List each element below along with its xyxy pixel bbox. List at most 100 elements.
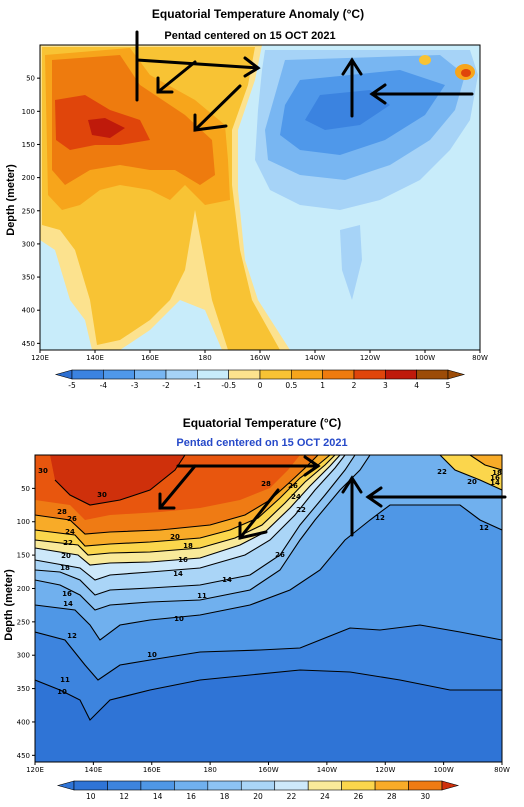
colorbar-a-label: -5 xyxy=(68,381,76,390)
colorbar-b-swatch xyxy=(274,780,309,791)
colorbar-b-label: 12 xyxy=(119,792,129,801)
x-tick-label: 180 xyxy=(203,766,216,774)
y-tick-label: 150 xyxy=(22,141,35,149)
arrow-b-sw xyxy=(158,464,197,510)
colorbar-b-swatch xyxy=(240,780,276,791)
colorbar-b-swatch xyxy=(307,780,342,791)
y-tick-label: 100 xyxy=(22,108,35,116)
colorbar-b-label: 20 xyxy=(253,792,263,801)
colorbar-a-label: 3 xyxy=(383,381,388,390)
temp-band-30 xyxy=(50,455,185,505)
x-tick-label: 160E xyxy=(143,766,161,774)
chart-b-arrows xyxy=(158,455,507,540)
arrow-a-east xyxy=(135,58,260,70)
chart-b-title: Equatorial Temperature (°C) xyxy=(183,416,342,430)
contour-label: 14 xyxy=(63,600,73,608)
chart-a-ylabel: Depth (meter) xyxy=(5,164,17,236)
contour-label: 20 xyxy=(61,552,71,560)
chart-a-title: Equatorial Temperature Anomaly (°C) xyxy=(152,7,364,21)
contour-10 xyxy=(35,669,502,721)
chart-b-y-axis: 50 100 150 200 250 300 350 400 450 xyxy=(17,485,35,760)
colorbar-a-label: -1 xyxy=(194,381,202,390)
arrow-b-sw2 xyxy=(238,488,280,540)
contour-16 xyxy=(35,455,371,611)
contour-14 xyxy=(35,504,502,641)
contour-label: 22 xyxy=(296,506,306,514)
contour-label: 30 xyxy=(38,467,48,475)
anom-region-east-spot xyxy=(419,55,431,65)
contour-label: 16 xyxy=(490,474,500,482)
chart-a-subtitle: Pentad centered on 15 OCT 2021 xyxy=(164,30,335,42)
colorbar-b-label: 30 xyxy=(420,792,430,801)
colorbar-b-swatch xyxy=(207,780,242,791)
colorbar-a-swatch xyxy=(291,369,323,380)
colorbar-b-swatch xyxy=(408,780,443,791)
y-tick-label: 100 xyxy=(17,518,30,526)
contour-east-22 xyxy=(469,455,502,471)
x-tick-label: 160W xyxy=(258,766,278,774)
chart-a-y-axis: 50 100 150 200 250 300 350 400 450 xyxy=(22,75,40,348)
arrow-b-up-head xyxy=(341,475,363,494)
colorbar-a-swatch xyxy=(416,369,449,380)
x-tick-label: 120E xyxy=(26,766,44,774)
colorbar-b-label: 26 xyxy=(354,792,364,801)
y-tick-label: 250 xyxy=(22,207,35,215)
y-tick-label: 200 xyxy=(22,174,35,182)
contour-12 xyxy=(35,624,502,681)
y-tick-label: 300 xyxy=(17,652,30,660)
colorbar-a-label: 2 xyxy=(352,381,357,390)
contour-label: 14 xyxy=(222,576,232,584)
chart-b-x-axis: 120E 140E 160E 180 160W 140W 120W 100W 80W xyxy=(26,762,510,774)
colorbar-a-label: 0.5 xyxy=(285,381,297,390)
x-tick-label: 180 xyxy=(198,354,211,362)
colorbar-a-label: -4 xyxy=(100,381,108,390)
arrow-b-east-head xyxy=(303,455,321,477)
colorbar-b-label: 22 xyxy=(287,792,297,801)
chart-b-contours xyxy=(35,455,502,721)
x-tick-label: 140E xyxy=(86,354,104,362)
colorbar-b-swatch xyxy=(374,780,409,791)
contour-label: 24 xyxy=(65,528,75,536)
arrow-a-sw2-head xyxy=(193,113,228,132)
x-tick-label: 120W xyxy=(375,766,395,774)
contour-20 xyxy=(35,455,346,581)
y-tick-label: 400 xyxy=(17,718,30,726)
x-tick-label: 160W xyxy=(250,354,270,362)
contour-label: 12 xyxy=(479,524,489,532)
colorbar-b-label: 28 xyxy=(387,792,397,801)
y-tick-label: 400 xyxy=(22,307,35,315)
colorbar-a-swatch xyxy=(197,369,229,380)
contour-label: 18 xyxy=(492,469,502,477)
colorbar-b-swatch xyxy=(140,780,175,791)
contour-label: 22 xyxy=(437,468,447,476)
contour-east-20 xyxy=(439,455,502,491)
colorbar-b-label: 18 xyxy=(220,792,230,801)
contour-label: 11 xyxy=(60,676,70,684)
contour-24 xyxy=(35,455,336,556)
temp-band-east-warmer xyxy=(470,455,502,470)
contour-label: 26 xyxy=(67,515,77,523)
contour-label: 12 xyxy=(67,632,77,640)
contour-label: 20 xyxy=(467,478,477,486)
x-tick-label: 120W xyxy=(360,354,380,362)
y-tick-label: 450 xyxy=(22,340,35,348)
contour-label: 10 xyxy=(147,651,157,659)
contour-label: 12 xyxy=(375,514,385,522)
chart-a-colorbar: -5 -4 -3 -2 -1 -0.5 0 0.5 1 2 3 4 5 xyxy=(54,369,466,390)
arrow-a-east-head xyxy=(243,56,261,78)
arrow-a-sw xyxy=(156,60,197,94)
colorbar-a-label: -0.5 xyxy=(221,381,236,390)
arrow-b-sw2-head xyxy=(238,521,268,540)
contour-label: 11 xyxy=(197,592,207,600)
arrow-b-sw-head xyxy=(158,492,176,510)
anom-region-east-hot xyxy=(461,69,471,77)
y-tick-label: 350 xyxy=(17,685,30,693)
colorbar-b-swatch xyxy=(174,780,209,791)
contour-label: 26 xyxy=(275,551,285,559)
y-tick-label: 450 xyxy=(17,752,30,760)
anom-region-neg-deep xyxy=(340,225,362,300)
contour-28 xyxy=(35,455,319,535)
y-tick-label: 150 xyxy=(17,552,30,560)
